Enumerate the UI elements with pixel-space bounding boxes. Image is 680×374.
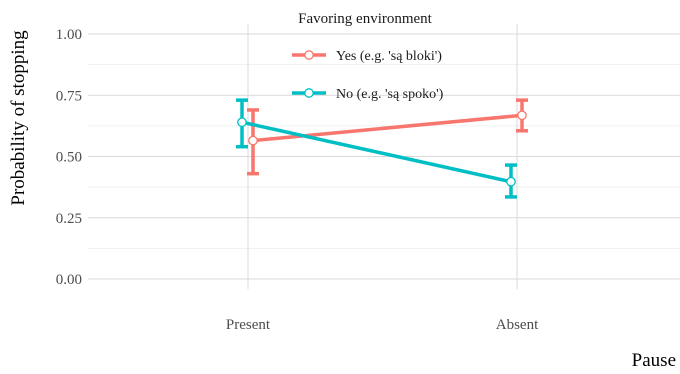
legend-key-point-no: [304, 88, 314, 98]
x-tick-label: Absent: [496, 317, 539, 333]
legend-key-point-yes: [304, 50, 314, 60]
x-axis-ticks: Present Absent: [226, 317, 539, 333]
data-point-yes: [248, 135, 258, 146]
x-axis-label: Pause: [632, 350, 676, 369]
y-tick-label: 0.25: [56, 211, 82, 227]
y-tick-label: 1.00: [56, 27, 82, 43]
series-line-no: [241, 120, 512, 184]
grid: [88, 24, 680, 289]
y-tick-label: 0.75: [56, 88, 82, 104]
series-group: [236, 98, 528, 199]
legend-label-yes: Yes (e.g. 'są bloki'): [336, 49, 442, 64]
legend-label-no: No (e.g. 'są spoko'): [336, 87, 444, 102]
data-point-no: [506, 176, 516, 187]
legend: Favoring environment Yes (e.g. 'są bloki…: [292, 11, 444, 102]
data-point-no: [237, 117, 247, 128]
legend-title: Favoring environment: [298, 11, 433, 27]
y-axis-ticks: 0.00 0.25 0.50 0.75 1.00: [56, 27, 82, 288]
y-axis-label: Probability of stopping: [8, 30, 29, 206]
y-tick-label: 0.50: [56, 150, 82, 166]
y-tick-label: 0.00: [56, 272, 82, 288]
data-point-yes: [517, 110, 527, 121]
series-line-yes: [252, 113, 523, 143]
x-tick-label: Present: [226, 317, 271, 333]
